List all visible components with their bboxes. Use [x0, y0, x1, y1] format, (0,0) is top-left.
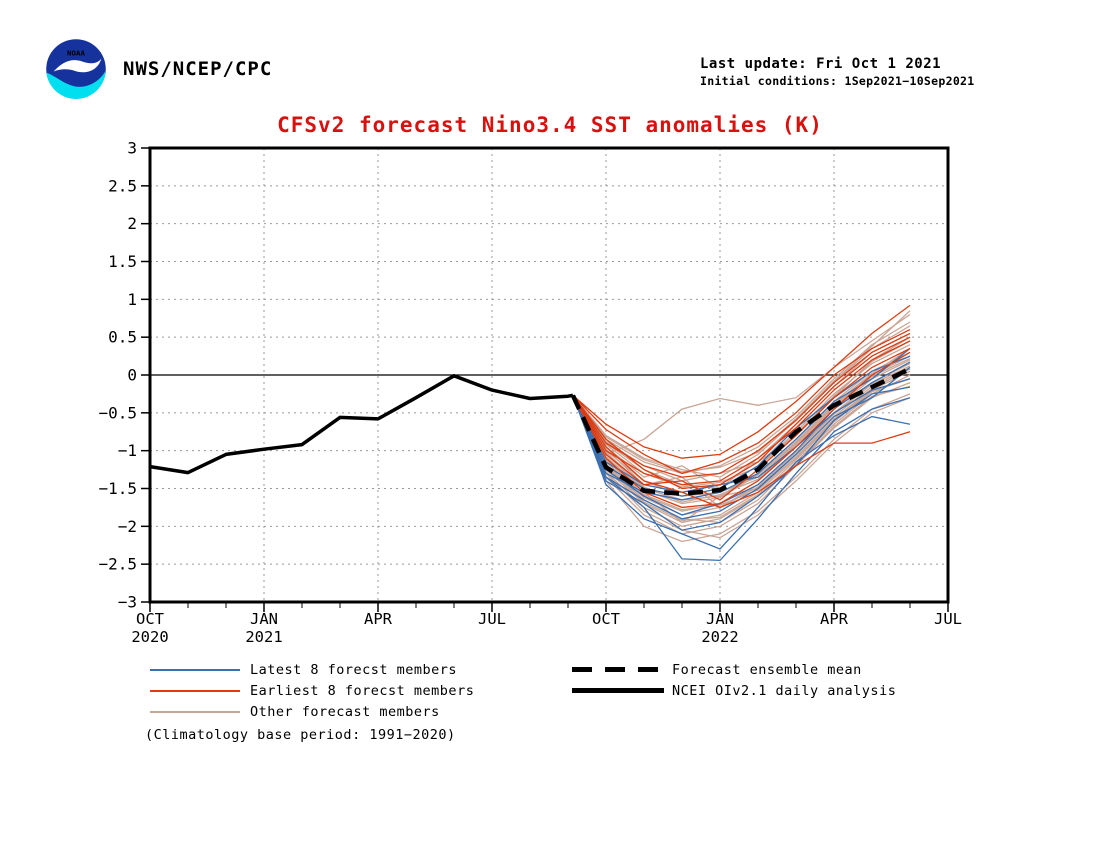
- y-tick-label: 2.5: [108, 176, 137, 195]
- member-line-other: [572, 340, 911, 488]
- member-line-earliest: [572, 351, 911, 509]
- legend-label-latest: Latest 8 forecst members: [250, 662, 458, 678]
- noaa-logo-image: NOAA: [46, 39, 106, 99]
- member-line-latest: [572, 395, 911, 550]
- x-tick-label: OCT: [136, 610, 164, 628]
- x-year-label: 2021: [245, 628, 282, 646]
- page-title: CFSv2 forecast Nino3.4 SST anomalies (K): [277, 113, 823, 137]
- noaa-logo-text: NOAA: [67, 48, 85, 57]
- ensemble-mean-line: [570, 366, 911, 497]
- legend-label-analysis: NCEI OIv2.1 daily analysis: [672, 683, 897, 699]
- x-tick-label: JAN: [250, 610, 278, 628]
- noaa-logo-gull-icon: [53, 58, 102, 73]
- member-line-other: [572, 393, 911, 543]
- y-tick-label: −2.5: [98, 555, 137, 574]
- y-tick-label: −3: [118, 593, 137, 612]
- member-line-other: [572, 381, 911, 535]
- member-line-other: [572, 385, 911, 521]
- x-tick-label: OCT: [592, 610, 620, 628]
- y-tick-label: 2: [127, 214, 137, 233]
- y-tick-label: 0.5: [108, 328, 137, 347]
- y-tick-label: −1.5: [98, 479, 137, 498]
- member-line-other: [572, 370, 911, 524]
- member-line-earliest: [572, 340, 911, 486]
- y-tick-label: 3: [127, 139, 137, 158]
- y-tick-label: −1: [118, 441, 137, 460]
- member-line-other: [572, 325, 911, 478]
- member-line-earliest: [572, 347, 911, 501]
- legend-line-latest: [150, 669, 240, 671]
- legend-label-other: Other forecast members: [250, 704, 440, 720]
- y-tick-label: −0.5: [98, 403, 137, 422]
- observed-line: [149, 374, 574, 475]
- noaa-logo-wave: [46, 71, 106, 99]
- x-year-label: 2020: [131, 628, 168, 646]
- member-line-other: [572, 310, 911, 473]
- legend-line-analysis: [572, 688, 664, 693]
- last-update-text: Last update: Fri Oct 1 2021: [700, 56, 942, 72]
- x-year-label: 2022: [701, 628, 738, 646]
- member-line-earliest: [572, 329, 911, 475]
- legend-label-earliest: Earliest 8 forecst members: [250, 683, 475, 699]
- legend-line-other: [150, 711, 240, 713]
- y-tick-label: 0: [127, 366, 137, 385]
- legend-line-ensemble-mean: [572, 667, 664, 672]
- x-tick-label: JUL: [478, 610, 506, 628]
- y-tick-label: 1: [127, 290, 137, 309]
- legend-line-earliest: [150, 690, 240, 692]
- plot-border: [148, 146, 950, 604]
- member-line-earliest: [572, 304, 911, 459]
- x-tick-label: JUL: [934, 610, 962, 628]
- initial-conditions-text: Initial conditions: 1Sep2021−10Sep2021: [700, 74, 975, 88]
- x-tick-label: APR: [364, 610, 393, 628]
- legend-climatology-note: (Climatology base period: 1991−2020): [145, 727, 456, 743]
- x-tick-label: JAN: [706, 610, 734, 628]
- org-title: NWS/NCEP/CPC: [123, 58, 273, 80]
- member-line-earliest: [572, 395, 911, 509]
- y-tick-label: 1.5: [108, 252, 137, 271]
- member-line-latest: [572, 347, 911, 501]
- legend-label-ensemble-mean: Forecast ensemble mean: [672, 662, 862, 678]
- noaa-logo: NOAA: [45, 38, 107, 100]
- x-tick-label: APR: [820, 610, 849, 628]
- member-line-earliest: [572, 336, 911, 490]
- y-tick-label: −2: [118, 517, 137, 536]
